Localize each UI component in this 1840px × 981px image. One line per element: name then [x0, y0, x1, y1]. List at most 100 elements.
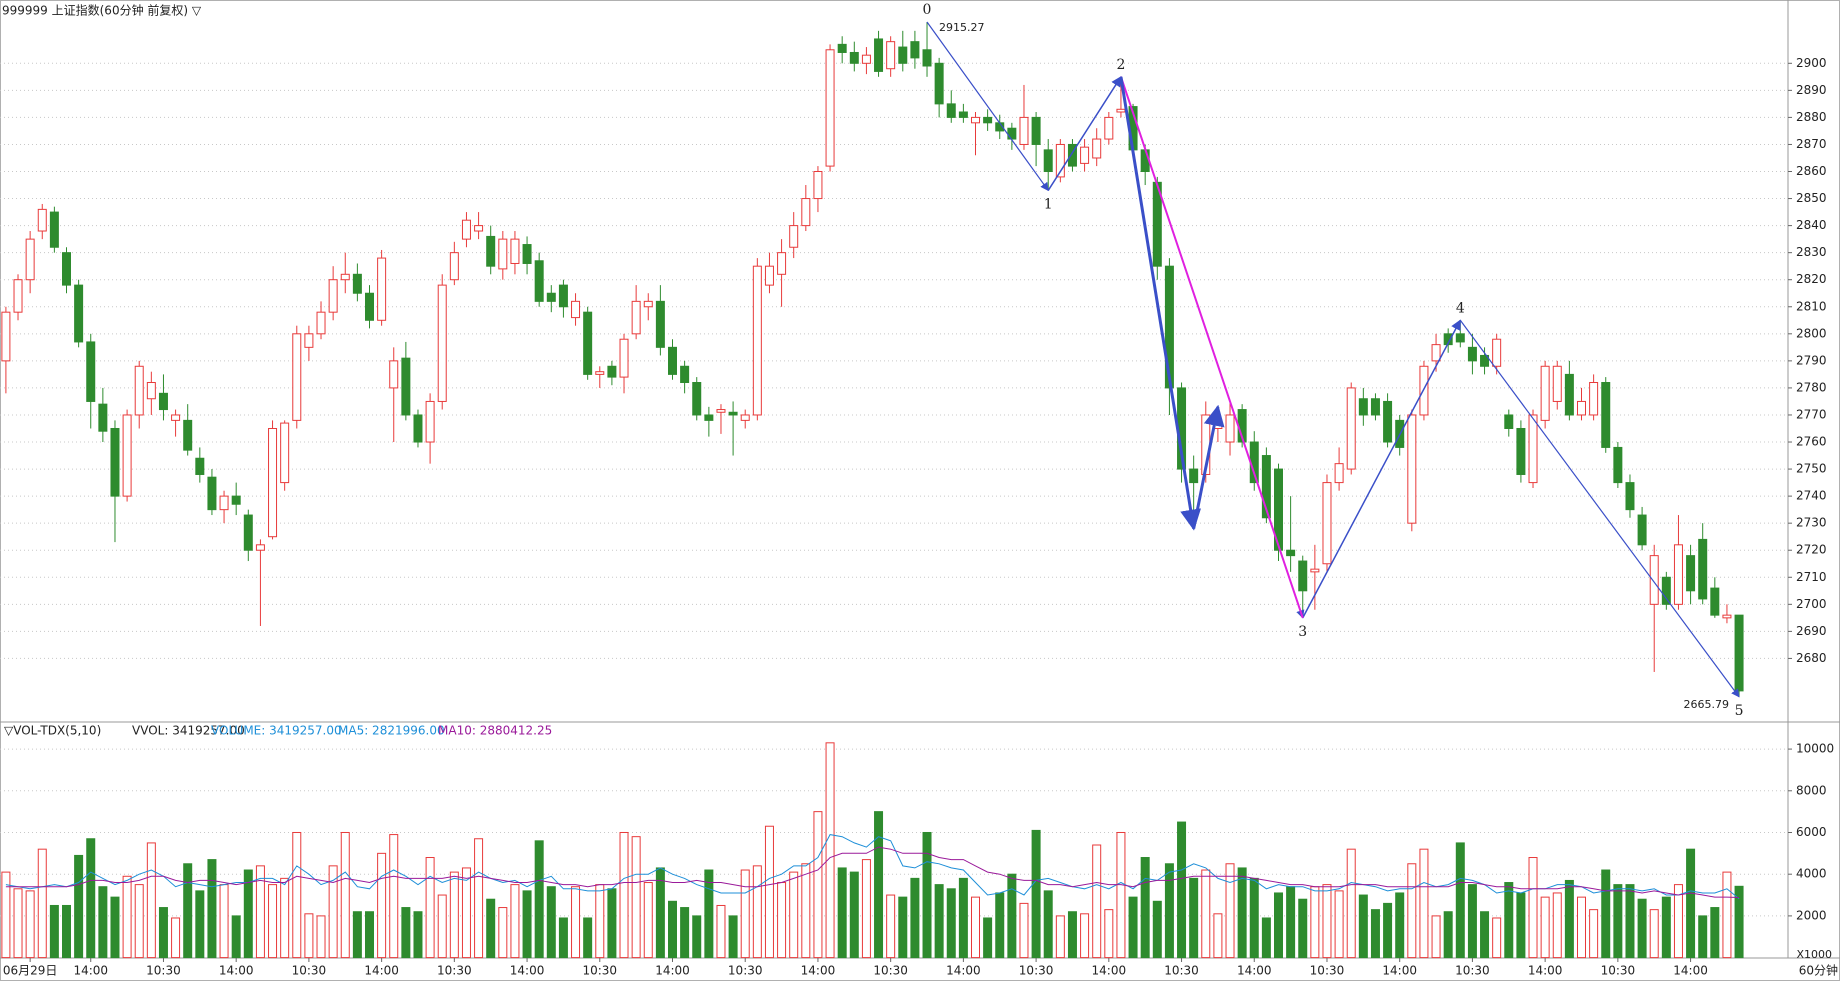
- wave-label: 2: [1116, 57, 1125, 73]
- volume-bar: [716, 904, 726, 959]
- wave-line: [1459, 319, 1740, 698]
- candle-body: [195, 457, 205, 475]
- x-tick-label: 14:00: [219, 964, 254, 978]
- x-tick-label: 10:30: [1455, 964, 1490, 978]
- volume-bar: [1480, 911, 1490, 959]
- volume-bar: [1334, 890, 1344, 959]
- volume-bar: [1007, 873, 1017, 959]
- x-tick-label: 14:00: [946, 964, 981, 978]
- volume-bar: [534, 840, 544, 959]
- volume-bar: [1358, 894, 1368, 959]
- y-tick-label: 2760: [1796, 435, 1827, 449]
- candle-body: [1492, 338, 1502, 367]
- candle-body: [98, 403, 108, 432]
- candle-body: [728, 411, 738, 416]
- wave-label: 5: [1735, 703, 1744, 719]
- volume-bar: [934, 884, 944, 959]
- candle-body: [971, 116, 980, 124]
- volume-bar: [1492, 917, 1502, 959]
- candle-body: [86, 341, 96, 402]
- volume-bar: [1710, 907, 1720, 959]
- candle-body: [801, 198, 811, 227]
- volume-bar: [728, 915, 738, 959]
- volume-bar: [1455, 842, 1465, 959]
- candle-body: [1104, 116, 1114, 140]
- candle-body: [62, 252, 71, 286]
- candle-body: [474, 225, 484, 232]
- volume-unit: X1000: [1796, 948, 1832, 961]
- candle-body: [546, 292, 556, 302]
- x-tick-label: 14:00: [1092, 964, 1127, 978]
- volume-bar: [619, 831, 629, 959]
- candle-body: [1516, 427, 1526, 475]
- candle-body: [280, 422, 290, 484]
- candle-body: [25, 238, 35, 281]
- x-tick-label: 10:30: [1019, 964, 1054, 978]
- y-tick-label: 2870: [1796, 137, 1827, 151]
- volume-bar: [1128, 896, 1138, 959]
- volume-ma10: [5, 846, 1740, 898]
- candle-body: [522, 244, 532, 264]
- volume-bar: [958, 877, 968, 959]
- volume-bar: [849, 871, 859, 959]
- volume-bar: [886, 894, 896, 959]
- y-tick-label: 2770: [1796, 407, 1827, 421]
- y-tick-label: 2680: [1796, 651, 1827, 665]
- candle-body: [1140, 149, 1150, 173]
- volume-bar: [764, 825, 774, 959]
- candle-body: [1019, 116, 1029, 145]
- candle-body: [37, 208, 47, 232]
- volume-bar: [983, 917, 993, 959]
- volume-bar: [861, 859, 871, 959]
- candle-body: [461, 219, 471, 240]
- y-tick-label: 2850: [1796, 191, 1827, 205]
- candle-body: [1589, 382, 1599, 416]
- candle-body: [1419, 365, 1429, 416]
- volume-bar: [680, 907, 690, 959]
- y-tick-label: 2730: [1796, 516, 1827, 530]
- volume-bar: [510, 884, 520, 959]
- candle-body: [413, 414, 423, 443]
- y-tick-label: 2860: [1796, 164, 1827, 178]
- volume-bar: [1237, 867, 1247, 959]
- candle-body: [437, 284, 447, 402]
- volume-bar: [62, 904, 71, 959]
- volume-bar: [910, 877, 920, 959]
- volume-bar: [837, 867, 847, 959]
- y-tick-label: 8000: [1796, 783, 1827, 797]
- volume-indicator: ▽VOL-TDX(5,10): [4, 724, 101, 738]
- candle-body: [680, 365, 690, 384]
- candle-body: [231, 495, 241, 505]
- volume-bar: [583, 917, 593, 959]
- candle-body: [1407, 414, 1417, 524]
- candle-body: [1310, 568, 1320, 573]
- candle-body: [1092, 138, 1102, 159]
- x-tick-label: 14:00: [1382, 964, 1417, 978]
- volume-bar: [595, 884, 605, 959]
- volume-bar: [1589, 909, 1599, 959]
- volume-bar: [401, 907, 411, 959]
- candle-body: [1286, 549, 1296, 557]
- ma10-text: MA10: 2880412.25: [438, 724, 552, 738]
- x-tick-label: 14:00: [1237, 964, 1272, 978]
- candle-body: [401, 357, 411, 416]
- candle-body: [1298, 560, 1308, 592]
- volume-bar: [971, 896, 980, 959]
- volume-bar: [1698, 915, 1708, 959]
- candle-body: [146, 382, 156, 400]
- y-tick-label: 2740: [1796, 489, 1827, 503]
- volume-bar: [1407, 863, 1417, 959]
- candle-body: [365, 292, 374, 321]
- candle-body: [1225, 414, 1235, 443]
- wave-label: 0: [923, 2, 932, 18]
- candle-body: [1055, 143, 1065, 178]
- volume-bar: [1213, 913, 1223, 959]
- volume-bar: [449, 871, 459, 959]
- candle-body: [958, 111, 968, 118]
- candle-body: [207, 476, 217, 511]
- candle-body: [316, 311, 326, 335]
- candle-body: [1601, 382, 1611, 448]
- candle-body: [534, 260, 544, 302]
- volume-bar: [692, 915, 702, 959]
- candle-body: [1661, 576, 1671, 605]
